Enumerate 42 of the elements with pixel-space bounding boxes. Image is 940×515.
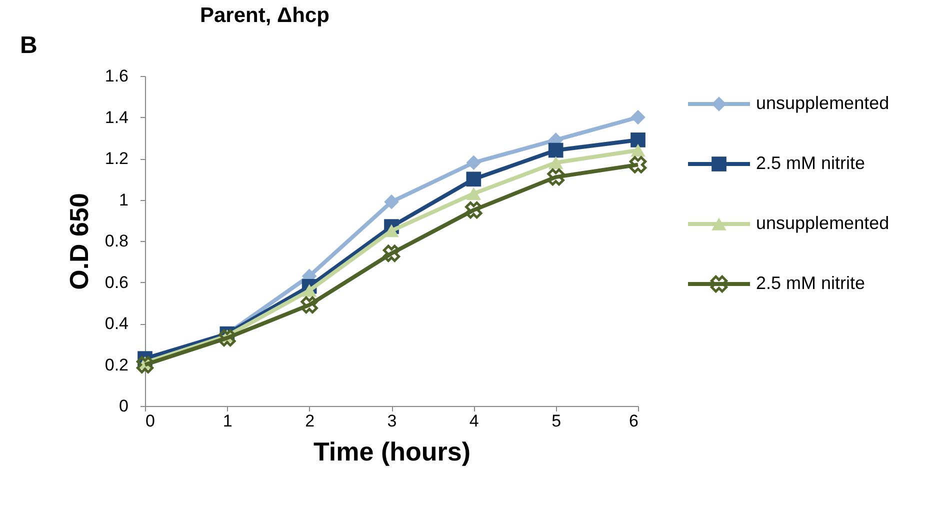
x-axis-title: Time (hours) — [314, 436, 470, 466]
x-tick-label: 1 — [222, 412, 232, 430]
point — [547, 168, 564, 186]
x-tick-label: 5 — [552, 412, 562, 430]
y-tick-label: 1.4 — [104, 108, 128, 127]
y-tick-label: 0.8 — [104, 232, 128, 250]
x-tick-label: 2 — [305, 412, 315, 430]
x-tick-label: 0 — [146, 412, 155, 430]
y-tick-label: 0.6 — [104, 272, 128, 292]
point — [548, 142, 564, 158]
y-tick-label: 0 — [119, 396, 128, 416]
point — [300, 296, 318, 314]
point — [629, 156, 647, 174]
point — [384, 224, 399, 238]
text: B — [20, 32, 38, 59]
point — [465, 201, 482, 219]
y-axis-title: O.D 650 — [64, 193, 94, 290]
point — [218, 329, 236, 347]
point — [466, 187, 482, 200]
chart-title: Parent, Δhcp — [200, 4, 330, 27]
point — [382, 244, 400, 262]
y-tick-label: 1 — [119, 190, 128, 210]
point — [630, 144, 646, 157]
x-tick-label: 4 — [469, 412, 479, 430]
x-tick-label: 6 — [629, 412, 638, 430]
point — [630, 110, 646, 125]
point — [384, 194, 399, 210]
y-tick-label: 0.4 — [104, 314, 128, 333]
y-tick-label: 0.2 — [104, 355, 128, 374]
legend-label: 2.5 mM nitrite — [756, 153, 866, 173]
point — [302, 284, 317, 297]
point — [466, 172, 482, 187]
point — [466, 155, 482, 170]
point — [136, 356, 154, 374]
point — [548, 156, 564, 170]
legend-label: unsupplemented — [756, 213, 890, 233]
legend-label: unsupplemented — [756, 93, 890, 113]
point — [630, 132, 646, 148]
legend-label: 2.5 mM nitrite — [756, 273, 866, 293]
y-tick-label: 1.2 — [104, 149, 128, 168]
y-tick-label: 1.6 — [104, 66, 128, 86]
x-tick-label: 3 — [387, 412, 397, 430]
